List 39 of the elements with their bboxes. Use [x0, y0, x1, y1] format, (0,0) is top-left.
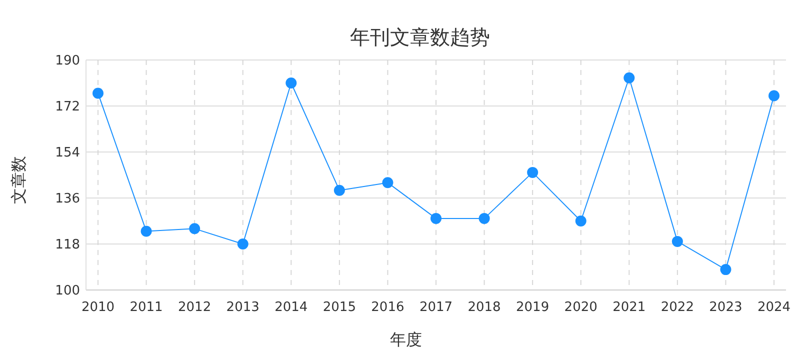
point [478, 212, 490, 224]
x-axis-title: 年度 [390, 330, 422, 349]
x-tick-label: 2015 [322, 300, 356, 315]
x-tick-label: 2016 [371, 300, 404, 315]
x-tick-label: 2022 [660, 300, 694, 315]
x-tick-label: 2024 [757, 300, 791, 315]
chart-title: 年刊文章数趋势 [350, 25, 490, 49]
point [286, 78, 297, 88]
point [140, 226, 152, 237]
y-tick-label: 190 [55, 54, 80, 68]
point [720, 264, 732, 276]
point [624, 72, 635, 84]
point [768, 90, 780, 102]
point [237, 238, 248, 250]
x-tick-label: 2023 [709, 300, 742, 315]
point [92, 88, 104, 99]
y-tick-label: 136 [55, 192, 80, 206]
x-tick-label: 2017 [419, 300, 453, 315]
point [575, 216, 586, 226]
x-tick-label: 2013 [226, 300, 260, 315]
y-tick-label: 154 [55, 146, 80, 160]
point [189, 223, 200, 234]
y-axis-title: 文章数 [9, 156, 28, 204]
point [334, 184, 345, 196]
point [672, 236, 683, 247]
x-tick-label: 2019 [516, 300, 550, 315]
x-tick-label: 2011 [130, 300, 163, 315]
point [527, 166, 538, 178]
x-tick-label: 2020 [564, 300, 598, 315]
x-tick-label: 2014 [274, 300, 308, 315]
x-tick-label: 2012 [178, 300, 212, 315]
x-tick-label: 2010 [81, 300, 115, 315]
y-tick-label: 100 [55, 284, 80, 298]
point [382, 177, 394, 188]
y-tick-label: 118 [55, 238, 80, 252]
x-tick-label: 2021 [612, 300, 646, 315]
x-tick-label: 2018 [468, 300, 501, 315]
point [430, 212, 442, 224]
y-tick-label: 172 [55, 100, 80, 114]
